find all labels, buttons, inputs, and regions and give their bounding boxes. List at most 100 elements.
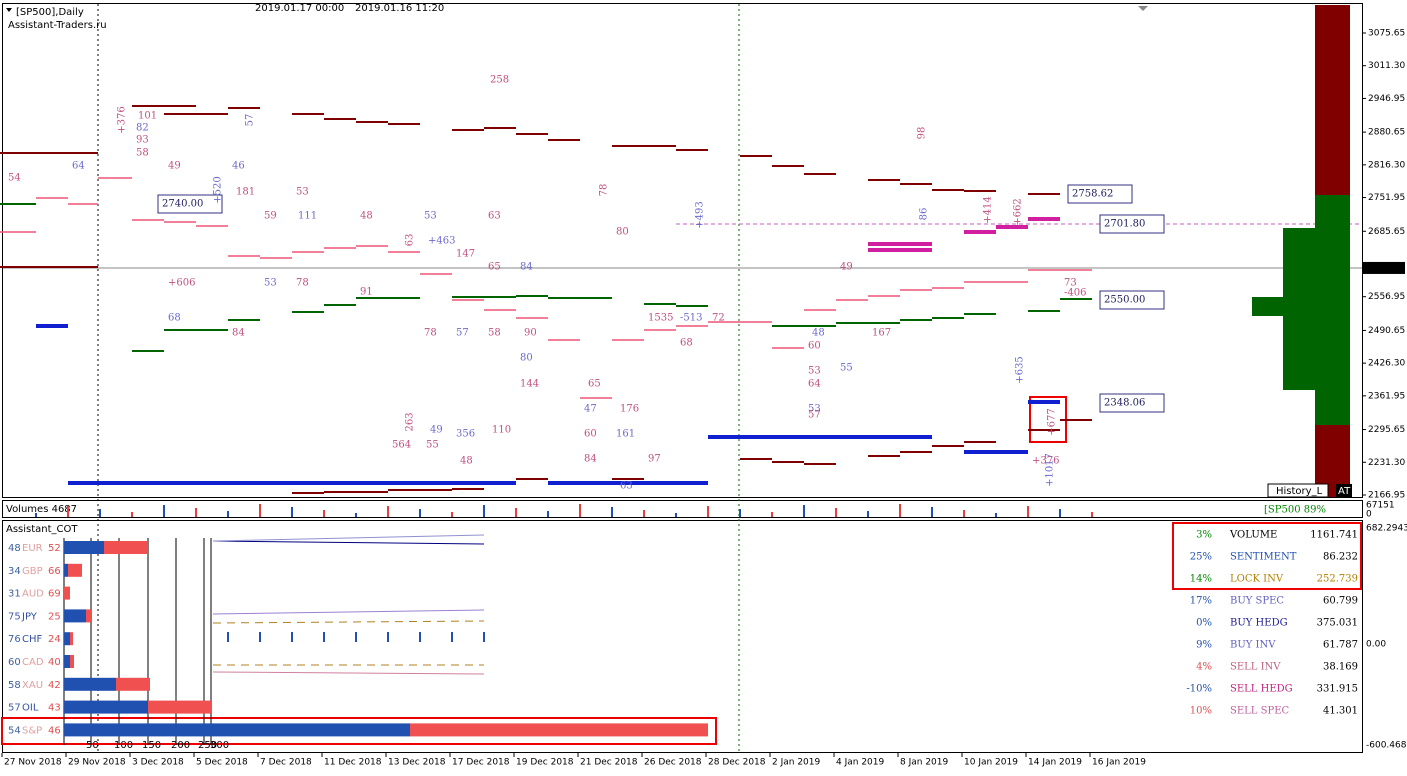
annotation: 63 — [488, 211, 501, 222]
price-tick-label: 3011.30 — [1368, 61, 1405, 71]
volume-profile — [1283, 228, 1315, 390]
annotation: +414 — [983, 196, 994, 223]
price-tick-label: 2490.65 — [1368, 326, 1405, 336]
cot-bar-long — [64, 563, 68, 577]
cot-bar-short — [68, 563, 82, 577]
stat-value: 61.787 — [1323, 640, 1358, 651]
annotation: 1535 — [648, 313, 673, 324]
highlight-box — [1172, 522, 1362, 590]
cot-left: 75 — [8, 611, 21, 622]
annotation: 78 — [599, 184, 610, 197]
annotation: 263 — [405, 412, 416, 431]
annotation: 49 — [168, 161, 181, 172]
cot-name: CAD — [22, 657, 44, 668]
annotation: 57 — [808, 410, 821, 421]
annotation: 176 — [620, 404, 639, 415]
stat-label: SELL INV — [1230, 662, 1281, 673]
annotation: 53 — [424, 211, 437, 222]
annotation: 53 — [808, 404, 821, 415]
cot-bar-short — [116, 677, 150, 691]
cot-name: AUD — [22, 589, 44, 600]
cot-bar-long — [64, 723, 410, 737]
volume-profile — [1252, 297, 1283, 316]
stat-pct: 25% — [1190, 552, 1212, 563]
annotation: 78 — [424, 328, 437, 339]
cot-axis: -600.4685 — [1366, 741, 1407, 751]
cot-name: S&P — [22, 725, 42, 736]
date-label: 28 Dec 2018 — [708, 758, 766, 768]
annotation: 60 — [584, 429, 597, 440]
volume-panel — [2, 500, 1363, 518]
date-label: 21 Dec 2018 — [580, 758, 638, 768]
cot-left: 48 — [8, 543, 21, 554]
stat-pct: 14% — [1190, 574, 1212, 585]
cot-bar-long — [64, 632, 70, 646]
stat-pct: 0% — [1196, 618, 1212, 629]
logo: AT — [1338, 486, 1351, 497]
volume-axis: 0 — [1366, 510, 1372, 520]
menu-arrow[interactable] — [6, 8, 12, 12]
history-button-label[interactable]: History_L — [1276, 486, 1323, 497]
annotation: 48 — [460, 456, 473, 467]
price-box — [157, 194, 223, 214]
stat-label: BUY INV — [1230, 640, 1276, 651]
price-level-label: 2740.00 — [162, 199, 203, 210]
annotation: 144 — [520, 379, 539, 390]
annotation: 53 — [264, 278, 277, 289]
cot-right: 25 — [48, 611, 61, 622]
date-label: 16 Jan 2019 — [1092, 758, 1146, 768]
price-level-label: 2758.62 — [1072, 189, 1113, 200]
annotation: 98 — [917, 127, 928, 140]
cot-axis: 0.00 — [1366, 640, 1386, 650]
annotation: 55 — [840, 363, 853, 374]
annotation: 63 — [405, 234, 416, 247]
annotation: +677 — [1047, 408, 1058, 435]
annotation: +1017 — [1045, 453, 1056, 487]
annotation: 68 — [168, 313, 181, 324]
cot-bar-long — [64, 655, 70, 668]
cot-left: 54 — [8, 725, 21, 736]
cot-left: 58 — [8, 680, 21, 691]
price-level-label: 2701.80 — [1104, 219, 1145, 230]
history-button[interactable] — [1267, 483, 1329, 498]
price-box — [1067, 184, 1133, 204]
current-price-box — [1363, 261, 1405, 274]
stat-pct: 4% — [1196, 662, 1212, 673]
annotation: 47 — [584, 404, 597, 415]
logo-bg — [1336, 484, 1352, 497]
stat-label: BUY SPEC — [1230, 596, 1284, 607]
annotation: 110 — [492, 425, 511, 436]
scroll-marker[interactable] — [1138, 6, 1148, 11]
stat-value: 38.169 — [1323, 662, 1358, 673]
annotation: 55 — [426, 440, 439, 451]
stat-value: 60.799 — [1323, 596, 1358, 607]
annotation: +635 — [1015, 356, 1026, 383]
cot-scale: 250 — [198, 740, 217, 751]
cot-bar-long — [64, 541, 104, 554]
stat-label: BUY HEDG — [1230, 618, 1288, 629]
cot-right: 40 — [48, 657, 61, 668]
annotation: 356 — [456, 429, 475, 440]
annotation: 48 — [360, 211, 373, 222]
annotation: 84 — [520, 262, 533, 273]
cot-right: 52 — [48, 543, 61, 554]
cot-name: CHF — [22, 634, 43, 645]
stat-pct: 9% — [1196, 640, 1212, 651]
cot-line — [212, 620, 485, 624]
cot-name: JPY — [21, 611, 38, 622]
cot-scale: 50 — [86, 740, 99, 751]
date-label: 26 Dec 2018 — [644, 758, 702, 768]
stat-label: LOCK INV — [1230, 574, 1284, 585]
price-tick-label: 2816.30 — [1368, 160, 1405, 170]
source: Assistant-Traders.ru — [8, 20, 107, 31]
annotation: 72 — [712, 313, 725, 324]
volume-profile — [1315, 5, 1350, 195]
cursor-time: 2019.01.17 00:00 — [255, 3, 344, 14]
date-label: 8 Jan 2019 — [900, 758, 948, 768]
annotation: 90 — [524, 328, 537, 339]
date-label: 7 Dec 2018 — [260, 758, 312, 768]
cot-name: GBP — [22, 566, 43, 577]
cot-bar-long — [64, 609, 86, 623]
cot-bar-short — [410, 723, 708, 737]
